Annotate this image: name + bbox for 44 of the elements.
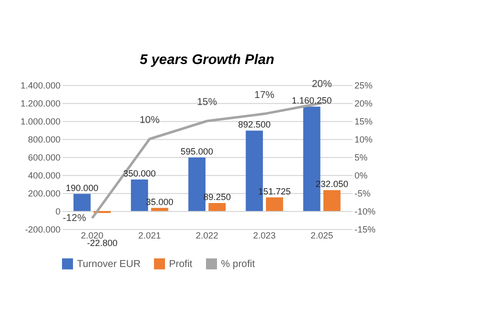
y-tick-label: -200.000 <box>24 224 60 234</box>
bar <box>73 194 91 211</box>
chart-title: 5 years Growth Plan <box>140 51 274 67</box>
data-label: 17% <box>254 90 275 101</box>
y-tick-label: 800.000 <box>28 134 60 144</box>
bar <box>151 208 168 211</box>
y-tick-label: 400.000 <box>28 170 60 180</box>
data-label: 190.000 <box>66 182 98 193</box>
y-tick-label: 1.400.000 <box>20 80 60 90</box>
legend-label: Turnover EUR <box>77 258 141 270</box>
data-label: 15% <box>196 97 218 108</box>
data-label: -22.800 <box>86 238 118 248</box>
bar <box>188 157 206 211</box>
y-tick-label: 0 <box>55 206 60 216</box>
data-label: 1.160.250 <box>292 96 332 106</box>
legend-label: Profit <box>169 258 193 270</box>
bar <box>208 202 226 211</box>
y-tick-label: 1.200.000 <box>20 98 60 108</box>
y2-tick-label: 25% <box>354 80 373 90</box>
x-tick-label: 2.020 <box>80 230 104 240</box>
x-tick-label: 2.021 <box>138 230 161 240</box>
bar <box>323 190 341 211</box>
legend-label: % profit <box>221 258 256 270</box>
y2-tick-label: -5% <box>354 188 371 198</box>
data-label: -12% <box>62 213 86 224</box>
bar <box>266 197 284 211</box>
y-tick-label: 200.000 <box>28 188 60 198</box>
y-tick-label: 600.000 <box>28 152 60 162</box>
y2-tick-label: 15% <box>354 116 373 126</box>
data-label: 10% <box>140 115 160 126</box>
data-label: 20% <box>312 79 332 90</box>
y2-tick-label: -15% <box>354 224 376 234</box>
x-tick-label: 2.022 <box>196 230 218 240</box>
y2-tick-label: -10% <box>354 206 376 216</box>
y2-tick-label: 0% <box>354 170 368 180</box>
x-tick-label: 2.025 <box>310 230 334 240</box>
y2-tick-label: 10% <box>354 134 373 144</box>
data-label: 595.000 <box>180 146 214 156</box>
y2-tick-label: 20% <box>354 98 373 108</box>
data-label: 892.500 <box>238 120 271 130</box>
y2-tick-label: 5% <box>354 152 368 162</box>
y-tick-label: 1.000.000 <box>20 116 60 126</box>
x-tick-label: 2.023 <box>253 230 276 240</box>
data-label: 350.000 <box>123 168 156 178</box>
